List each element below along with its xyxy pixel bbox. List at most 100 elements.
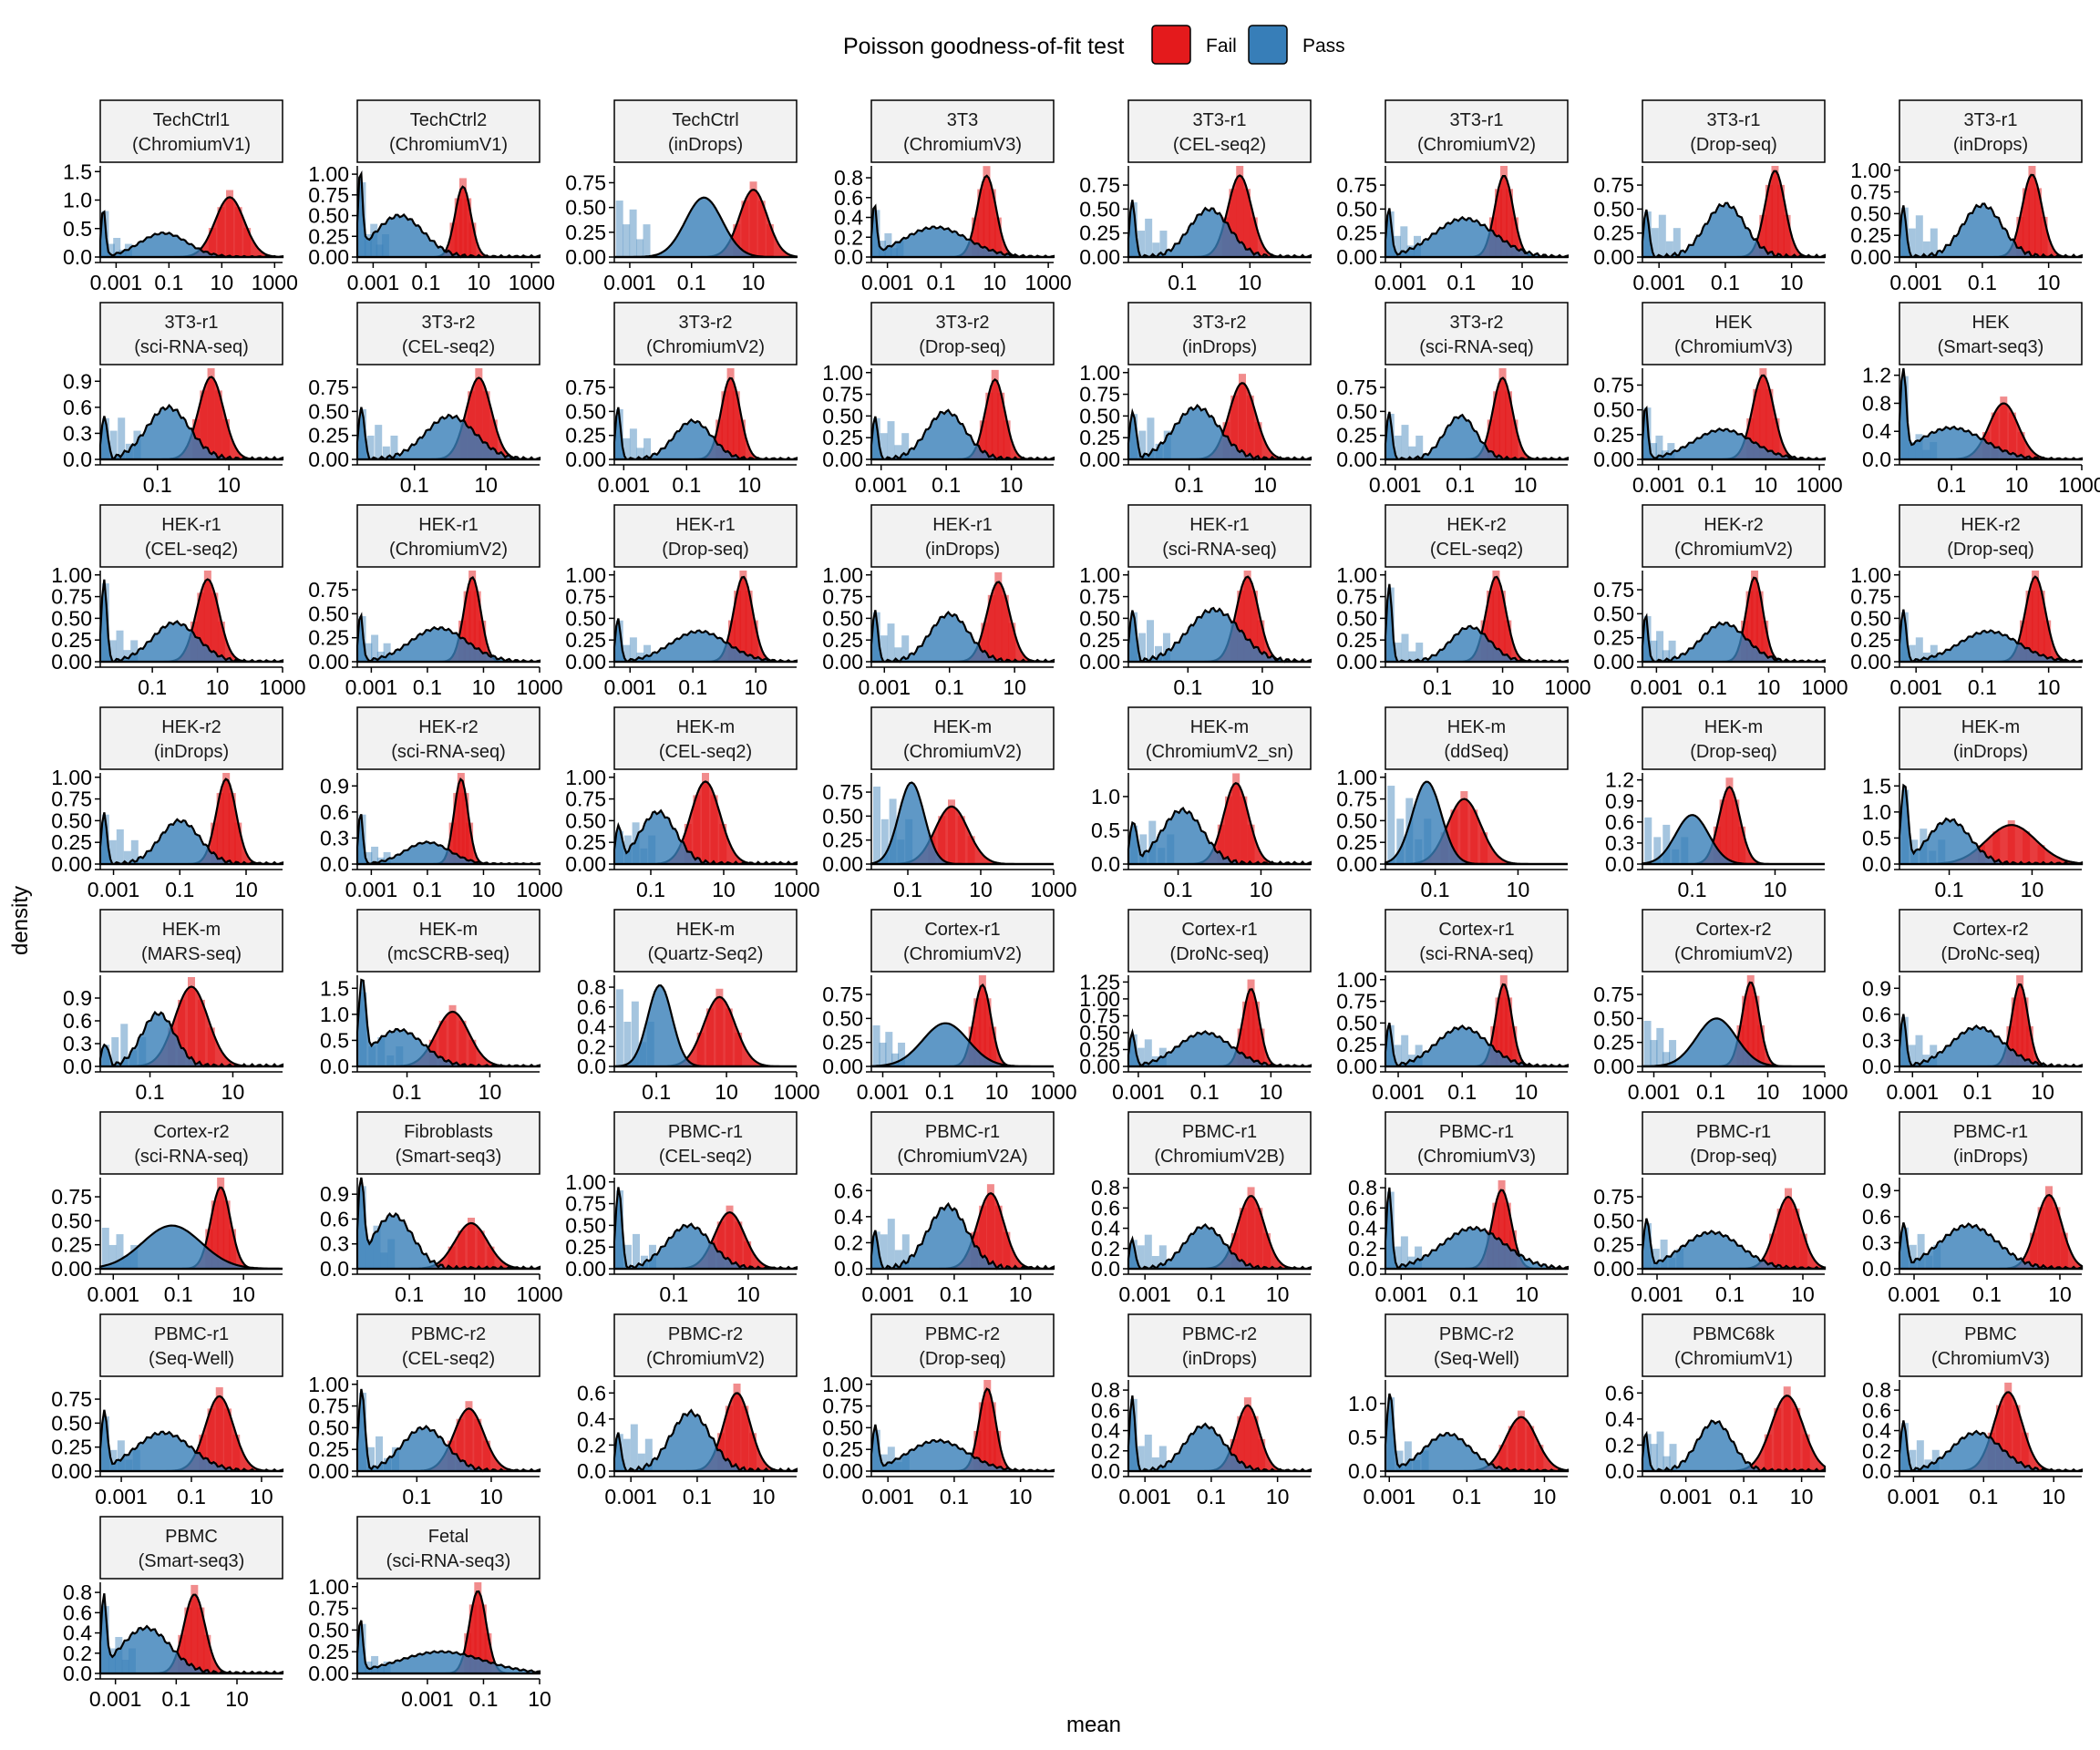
strip-label-line1: TechCtrl1 [153,110,230,130]
x-tick-label: 0.001 [1887,1080,1940,1104]
y-tick-label: 0.75 [51,1185,92,1209]
y-tick-label: 0.00 [51,650,92,674]
y-tick-label: 0.00 [308,448,349,471]
pass-histogram-bar [1650,1444,1658,1471]
panel: 3T3-r1 (inDrops) 0.000.250.500.751.00 0.001… [1850,99,2084,294]
y-tick-label: 0.75 [565,585,606,609]
x-tick-label: 0.001 [88,1282,140,1306]
pass-histogram-bar [1400,1236,1408,1269]
pass-density-area [870,610,1055,664]
y-tick-label: 1.00 [565,563,606,587]
y-tick-label: 0.25 [1336,1033,1377,1056]
y-tick-label: 0.6 [1605,810,1634,834]
x-tick-label: 10 [1003,675,1026,699]
strip-label-line2: (sci-RNA-seq) [134,1147,249,1167]
strip-label-line2: (ChromiumV2) [1417,135,1536,155]
panel: TechCtrl1 (ChromiumV1) 0.0 0.5 1.0 1.5 0.001 0.… [63,99,298,294]
y-tick-label: 1.5 [63,160,92,183]
y-tick-label: 0.75 [1079,383,1120,407]
x-tick-label: 0.1 [893,878,922,901]
x-tick-label: 0.1 [932,473,961,497]
strip-label-line2: (inDrops) [154,742,229,762]
panel-strip [356,909,540,973]
strip-label-line1: HEK-r2 [418,717,479,737]
panel: HEK-r2 (Drop-seq) 0.000.250.500.751.00 0.00… [1850,504,2084,699]
strip-label-line2: (Smart-seq3) [396,1147,502,1167]
pass-histogram-bar [1158,1446,1167,1471]
x-tick-label: 1000 [773,1080,819,1104]
y-tick-label: 0.9 [320,1182,349,1206]
x-tick-label: 10 [1239,271,1262,294]
x-tick-label: 10 [2037,271,2061,294]
panel-strip [1642,99,1826,163]
strip-label-line1: 3T3-r2 [679,313,733,333]
x-tick-label: 0.1 [1963,1080,1992,1104]
y-tick-label: 0.9 [63,986,92,1010]
pass-histogram-bar [1662,1456,1671,1471]
y-tick-label: 0.00 [1593,245,1634,269]
strip-label-line1: TechCtrl [672,110,738,130]
x-tick-label: 1000 [2058,473,2100,497]
strip-label-line1: HEK-m [419,920,478,940]
y-tick-label: 1.00 [565,766,606,789]
y-tick-label: 0.25 [1079,221,1120,245]
pass-histogram-bar [887,421,895,459]
y-tick-label: 0.4 [1862,1419,1891,1443]
x-tick-label: 0.1 [138,675,167,699]
pass-histogram-bar [1667,443,1675,459]
y-tick-label: 0.75 [308,1597,349,1621]
y-tick-label: 0.75 [1079,585,1120,609]
x-tick-label: 0.001 [857,1080,910,1104]
pass-histogram-bar [1154,645,1162,662]
y-tick-label: 0.00 [51,852,92,876]
strip-label-line1: HEK-r1 [675,515,736,535]
y-tick-label: 0.0 [1348,1257,1377,1281]
x-tick-label: 0.1 [636,878,665,901]
pass-histogram-bar [1400,226,1408,257]
x-tick-label: 0.1 [1446,271,1476,294]
x-tick-label: 1000 [1801,1080,1848,1104]
y-tick-label: 0.6 [577,1381,606,1405]
y-tick-label: 0.00 [565,650,606,674]
x-tick-label: 0.001 [603,675,656,699]
x-tick-label: 0.1 [161,1687,190,1711]
y-tick-label: 0.75 [1336,173,1377,197]
pass-density-area [870,1201,1055,1271]
pass-histogram-bar [636,448,644,459]
y-tick-label: 0.0 [1091,1257,1120,1281]
panel-strip [1642,1111,1826,1175]
strip-label-line2: (DroNc-seq) [1170,944,1270,964]
x-tick-label: 10 [528,1687,551,1711]
strip-label-line2: (ChromiumV2) [903,944,1022,964]
y-tick-label: 0.50 [1079,197,1120,221]
strip-label-line1: HEK-r1 [1189,515,1250,535]
x-tick-label: 10 [752,1485,776,1508]
pass-histogram-bar [879,1042,887,1066]
pass-histogram-bar [1137,1047,1145,1066]
strip-label-line1: HEK-m [1190,717,1249,737]
y-tick-label: 0.9 [1605,789,1634,813]
x-tick-label: 0.1 [1972,1282,2002,1306]
x-tick-label: 0.001 [604,1485,657,1508]
x-tick-label: 0.1 [164,1282,193,1306]
strip-label-line2: (Smart-seq3) [1938,337,2044,357]
pass-histogram-bar [1394,1246,1402,1269]
x-tick-label: 0.001 [855,473,908,497]
panel: HEK-r1 (ChromiumV2) 0.000.250.500.75 0.001 0… [308,504,563,699]
pass-histogram-bar [1651,228,1659,257]
panel: PBMC-r2 (inDrops) 0.00.20.40.60.8 0.001 0.1 1… [1091,1313,1312,1508]
strip-label-line1: PBMC-r2 [668,1324,743,1344]
pass-histogram-bar [1138,430,1147,459]
panel-strip [1127,1313,1312,1377]
pass-histogram-bar [1917,1233,1925,1269]
x-tick-label: 10 [472,878,496,901]
y-tick-label: 0.5 [1862,826,1891,849]
strip-label-line1: HEK-r1 [932,515,993,535]
x-tick-label: 0.1 [1697,473,1726,497]
strip-label-line1: Cortex-r2 [153,1122,229,1142]
y-tick-label: 0.25 [51,628,92,652]
strip-label-line2: (CEL-seq2) [1173,135,1266,155]
y-tick-label: 0.50 [1079,606,1120,630]
pass-histogram-bar [366,435,375,459]
panel-strip [1127,706,1312,770]
